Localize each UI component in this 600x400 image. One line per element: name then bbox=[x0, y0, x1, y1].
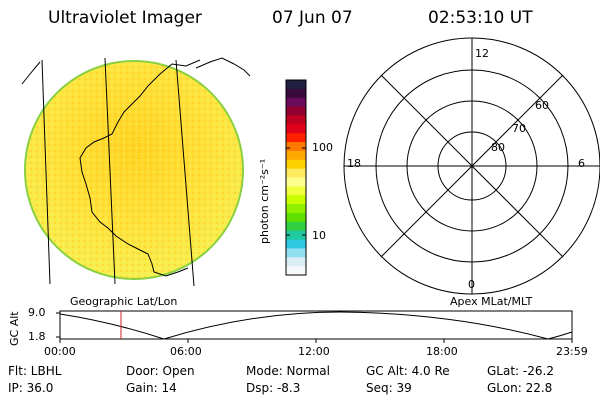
altitude-xtick-1200: 12:00 bbox=[298, 345, 330, 358]
colorbar-segment bbox=[286, 150, 306, 161]
altitude-ytick-high: 9.0 bbox=[28, 306, 46, 319]
coastline bbox=[79, 59, 201, 277]
colorbar-tick-100: 100 bbox=[312, 141, 333, 154]
disk-limb bbox=[24, 60, 244, 280]
altitude-xtick-2359: 23:59 bbox=[556, 345, 588, 358]
colorbar-segment bbox=[286, 195, 306, 205]
colorbar-segment bbox=[286, 124, 306, 134]
altitude-xticks bbox=[56, 312, 573, 343]
colorbar-segment bbox=[286, 204, 306, 214]
date-label: 07 Jun 07 bbox=[272, 8, 353, 28]
colorbar-segment bbox=[286, 80, 306, 90]
polar-diagonal-2 bbox=[380, 74, 564, 258]
glat-value: GLat: -26.2 bbox=[487, 364, 554, 378]
altitude-ylabel: GC Alt bbox=[8, 311, 21, 346]
altitude-plot-frame bbox=[59, 310, 573, 340]
colorbar-segment bbox=[286, 230, 306, 241]
colorbar-tick-10: 10 bbox=[312, 229, 326, 242]
colorbar-segment bbox=[286, 142, 306, 152]
colorbar-segment bbox=[286, 266, 306, 276]
gc-alt-value: GC Alt: 4.0 Re bbox=[366, 364, 450, 378]
colorbar-segment bbox=[286, 248, 306, 258]
ip-value: IP: 36.0 bbox=[8, 381, 54, 395]
polar-grid bbox=[343, 37, 600, 295]
altitude-ytick-low: 1.8 bbox=[28, 330, 46, 343]
coastline-north bbox=[21, 57, 251, 85]
lat-label-70: 70 bbox=[512, 122, 526, 135]
meridian-lines bbox=[41, 57, 195, 287]
mlt-label-0: 0 bbox=[468, 278, 475, 291]
glon-value: GLon: 22.8 bbox=[487, 381, 553, 395]
altitude-xtick-0600: 06:00 bbox=[170, 345, 202, 358]
disk-speckle bbox=[25, 61, 243, 279]
altitude-curve bbox=[59, 311, 573, 340]
colorbar-segment bbox=[286, 221, 306, 232]
mode-value: Mode: Normal bbox=[246, 364, 330, 378]
colorbar-unit-label: photon cm⁻²s⁻¹ bbox=[258, 158, 271, 244]
time-label: 02:53:10 UT bbox=[428, 8, 533, 28]
altitude-plot bbox=[56, 310, 573, 343]
colorbar-segment bbox=[286, 88, 306, 99]
seq-value: Seq: 39 bbox=[366, 381, 412, 395]
colorbar-segment bbox=[286, 239, 306, 250]
colorbar-segment bbox=[286, 159, 306, 170]
colorbar-segment bbox=[286, 106, 306, 117]
filter-value: Flt: LBHL bbox=[8, 364, 62, 378]
colorbar-frame bbox=[285, 79, 307, 276]
colorbar-segment bbox=[286, 186, 306, 196]
colorbar-segment bbox=[286, 212, 306, 223]
polar-caption: Apex MLat/MLT bbox=[450, 295, 533, 308]
colorbar-segment bbox=[286, 257, 306, 267]
colorbar-segment bbox=[286, 97, 306, 108]
altitude-xtick-0000: 00:00 bbox=[44, 345, 76, 358]
colorbar-segment bbox=[286, 115, 306, 125]
image-caption: Geographic Lat/Lon bbox=[70, 295, 178, 308]
colorbar-ticks bbox=[286, 147, 306, 236]
altitude-xtick-1800: 18:00 bbox=[426, 345, 458, 358]
lat-label-60: 60 bbox=[535, 99, 549, 112]
dsp-value: Dsp: -8.3 bbox=[246, 381, 301, 395]
lat-label-80: 80 bbox=[491, 141, 505, 154]
instrument-title: Ultraviolet Imager bbox=[48, 8, 202, 28]
gain-value: Gain: 14 bbox=[126, 381, 177, 395]
door-value: Door: Open bbox=[126, 364, 195, 378]
mlt-label-6: 6 bbox=[578, 157, 585, 170]
colorbar-segment bbox=[286, 133, 306, 143]
colorbar bbox=[286, 80, 306, 276]
mlt-label-18: 18 bbox=[347, 157, 361, 170]
uv-image-disk bbox=[21, 57, 251, 287]
mlt-label-12: 12 bbox=[475, 47, 489, 60]
colorbar-segment bbox=[286, 177, 306, 187]
colorbar-segment bbox=[286, 168, 306, 179]
